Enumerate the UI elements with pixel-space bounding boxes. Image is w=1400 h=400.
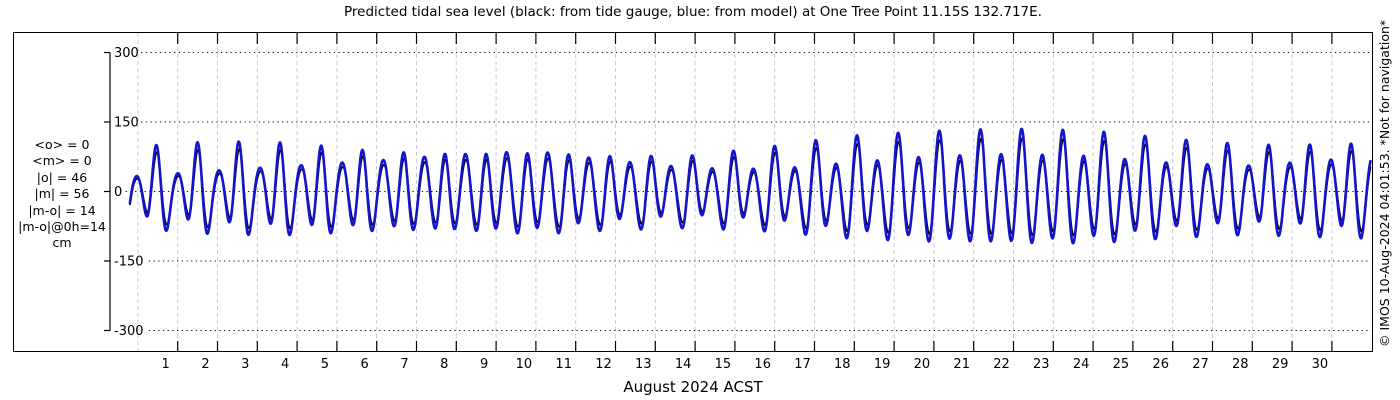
plot-frame <box>13 32 1373 352</box>
x-axis-title: August 2024 ACST <box>623 378 763 396</box>
horizontal-level-gridlines <box>125 51 1371 332</box>
x-tick-label: 9 <box>480 357 488 372</box>
y-tick-label: -300 <box>114 324 144 339</box>
x-tick-label: 10 <box>516 357 533 372</box>
copyright-watermark: © IMOS 10-Aug-2024 04:01:53. *Not for na… <box>1377 19 1392 347</box>
x-tick-label: 19 <box>874 357 891 372</box>
x-tick-label: 21 <box>953 357 970 372</box>
x-tick-label: 16 <box>754 357 771 372</box>
y-tick-label: 300 <box>114 46 139 61</box>
stat-abs-observed: |o| = 46 <box>36 169 88 185</box>
x-tick-label: 26 <box>1152 357 1169 372</box>
x-tick-label: 12 <box>595 357 612 372</box>
stat-abs-diff-0h: |m-o|@0h=14 <box>18 219 106 235</box>
x-tick-label: 25 <box>1113 357 1130 372</box>
x-tick-label: 2 <box>201 357 209 372</box>
x-tick-label: 14 <box>675 357 692 372</box>
stat-abs-model: |m| = 56 <box>34 186 90 202</box>
chart-title: Predicted tidal sea level (black: from t… <box>344 4 1042 20</box>
y-tick-label: 0 <box>114 185 122 200</box>
x-tick-label: 11 <box>555 357 572 372</box>
x-tick-label: 1 <box>162 357 170 372</box>
x-tick-label: 30 <box>1312 357 1329 372</box>
x-tick-label: 24 <box>1073 357 1090 372</box>
x-tick-label: 5 <box>321 357 329 372</box>
x-tick-label: 4 <box>281 357 289 372</box>
x-tick-label: 7 <box>400 357 408 372</box>
y-axis-tick-labels: 300 150 0 -150 -300 <box>114 46 144 339</box>
x-tick-label: 29 <box>1272 357 1289 372</box>
x-tick-label: 15 <box>715 357 732 372</box>
x-tick-label: 20 <box>914 357 931 372</box>
stat-units: cm <box>52 235 72 251</box>
stat-mean-observed: <o> = 0 <box>34 137 90 152</box>
x-tick-label: 18 <box>834 357 851 372</box>
stat-abs-diff: |m-o| = 14 <box>28 202 96 218</box>
x-tick-label: 28 <box>1232 357 1249 372</box>
y-tick-label: -150 <box>114 255 144 270</box>
y-tick-label: 150 <box>114 116 139 131</box>
x-tick-label: 3 <box>241 357 249 372</box>
stats-block: <o> = 0 <m> = 0 |o| = 46 |m| = 56 |m-o| … <box>14 137 110 252</box>
tide-curves <box>128 127 1372 245</box>
x-tick-label: 13 <box>635 357 652 372</box>
x-tick-label: 22 <box>993 357 1010 372</box>
vertical-day-gridlines <box>137 33 1333 351</box>
stat-mean-model: <m> = 0 <box>32 153 92 169</box>
model-curve <box>128 127 1372 245</box>
x-tick-label: 8 <box>440 357 448 372</box>
x-tick-label: 17 <box>794 357 811 372</box>
axis-ticks <box>104 33 1333 351</box>
x-tick-label: 27 <box>1192 357 1209 372</box>
x-tick-label: 6 <box>361 357 369 372</box>
x-axis-tick-labels: 1 2 3 4 5 6 7 8 9 10 11 12 13 14 15 16 17 18 19 20 21 22 23 24 2… <box>162 357 1329 372</box>
x-tick-label: 23 <box>1033 357 1050 372</box>
